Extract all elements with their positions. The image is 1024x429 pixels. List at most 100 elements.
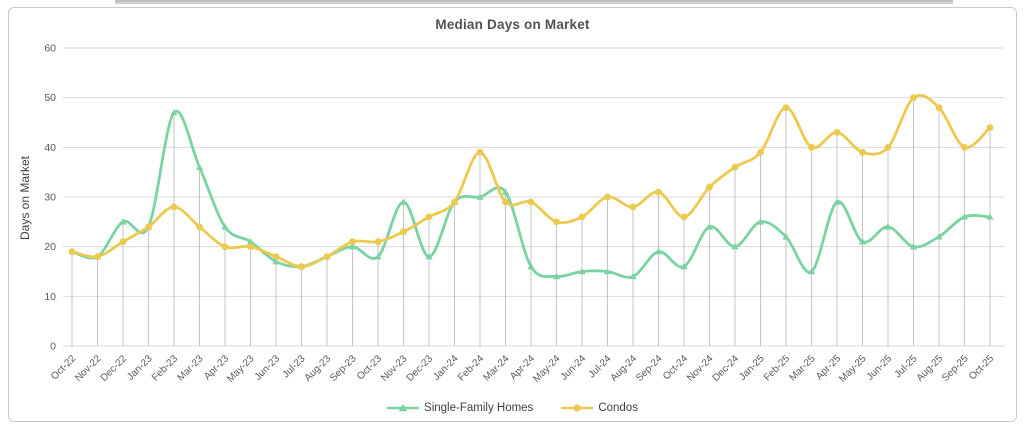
x-tick-label: Jun-24: [559, 353, 589, 383]
data-point-marker-single-family-homes: [629, 272, 637, 280]
y-tick-label: 60: [44, 43, 56, 55]
x-tick-label: Mar-24: [481, 353, 511, 383]
data-point-marker-single-family-homes: [705, 223, 714, 230]
data-point-marker-single-family-homes: [246, 238, 255, 245]
data-point-marker-single-family-homes: [782, 233, 790, 240]
data-point-marker-condos: [272, 253, 280, 260]
x-tick-label: Sep-24: [634, 353, 665, 384]
data-point-marker-single-family-homes: [119, 218, 127, 225]
x-tick-label: Jun-25: [865, 353, 895, 383]
data-point-marker-condos: [247, 243, 254, 251]
x-tick-label: Aug-24: [609, 353, 640, 384]
chart-legend: Single-Family Homes Condos: [9, 402, 1016, 414]
x-tick-label: Mar-23: [175, 353, 205, 383]
y-tick-label: 0: [50, 341, 56, 353]
chart-card: 0 10 20 30 40 50 60 Oct-22 Nov-22 Dec-22 Jan-23 Feb…: [8, 7, 1017, 422]
data-point-marker-condos: [451, 198, 458, 206]
data-point-marker-condos: [502, 198, 509, 206]
x-tick-label: Mar-25: [787, 353, 817, 383]
data-point-marker-single-family-homes: [960, 213, 969, 220]
data-point-marker-single-family-homes: [578, 267, 586, 275]
y-tick-label: 20: [44, 241, 56, 253]
data-point-marker-single-family-homes: [935, 233, 943, 240]
legend-label-condos: Condos: [598, 402, 638, 414]
data-point-marker-single-family-homes: [680, 262, 688, 270]
data-point-marker-single-family-homes: [374, 253, 382, 260]
y-tick-label: 50: [44, 92, 56, 104]
data-point-marker-condos: [94, 253, 101, 260]
data-point-marker-condos: [145, 223, 152, 231]
x-tick-label: Feb-23: [150, 353, 180, 383]
chart-title: Median Days on Market: [435, 17, 590, 32]
x-tick-label: Nov-24: [685, 353, 716, 384]
x-tick-label: Nov-23: [379, 353, 410, 384]
x-tick-label: Sep-25: [940, 353, 971, 384]
x-tick-label: Feb-25: [762, 353, 792, 383]
data-point-marker-single-family-homes: [272, 257, 280, 265]
data-point-marker-single-family-homes: [986, 213, 994, 220]
data-point-marker-condos: [655, 188, 662, 196]
legend-swatch-triangle-icon: [387, 403, 420, 412]
data-point-marker-condos: [170, 203, 178, 211]
data-point-marker-single-family-homes: [833, 198, 841, 205]
data-point-marker-single-family-homes: [527, 262, 535, 270]
data-point-marker-condos: [706, 183, 713, 191]
data-point-marker-condos: [553, 218, 560, 226]
data-point-marker-single-family-homes: [756, 218, 765, 225]
x-tick-label: Aug-25: [915, 353, 946, 384]
data-point-marker-condos: [604, 193, 611, 201]
x-tick-label: Nov-22: [73, 353, 104, 384]
data-point-marker-condos: [986, 124, 994, 131]
y-axis-title: Days on Market: [18, 155, 32, 241]
legend-item-single-family-homes: Single-Family Homes: [387, 402, 533, 414]
data-point-marker-single-family-homes: [807, 267, 816, 275]
data-point-marker-single-family-homes: [221, 223, 229, 230]
top-edge-artifact: [115, 0, 953, 4]
data-point-marker-single-family-homes: [731, 243, 739, 250]
data-point-marker-single-family-homes: [603, 267, 612, 275]
x-tick-label: Aug-23: [303, 353, 334, 384]
data-point-marker-condos: [859, 148, 866, 156]
data-point-marker-condos: [757, 148, 764, 156]
y-tick-label: 40: [44, 142, 56, 154]
data-point-marker-single-family-homes: [476, 193, 484, 200]
data-point-marker-condos: [935, 104, 943, 111]
data-point-marker-single-family-homes: [552, 272, 561, 280]
data-point-marker-condos: [910, 94, 917, 102]
x-tick-label: May-23: [225, 353, 257, 385]
x-tick-label: Oct-25: [967, 353, 996, 382]
data-point-marker-single-family-homes: [170, 108, 178, 116]
data-point-marker-single-family-homes: [195, 163, 204, 170]
x-tick-label: Dec-24: [711, 353, 742, 384]
x-tick-label: Jan-25: [737, 353, 767, 383]
x-tick-label: May-25: [837, 353, 869, 385]
data-point-marker-condos: [425, 213, 433, 221]
data-point-marker-single-family-homes: [909, 243, 918, 250]
data-point-marker-single-family-homes: [654, 248, 663, 255]
data-point-marker-condos: [629, 203, 637, 211]
data-point-marker-condos: [323, 253, 331, 260]
y-tick-label: 10: [44, 291, 56, 303]
data-point-marker-condos: [119, 238, 127, 246]
data-point-marker-condos: [680, 213, 688, 221]
legend-item-condos: Condos: [561, 402, 638, 414]
data-point-marker-single-family-homes: [399, 198, 408, 205]
data-point-marker-single-family-homes: [348, 243, 357, 250]
data-point-marker-condos: [527, 198, 535, 206]
data-point-marker-condos: [400, 228, 407, 236]
x-tick-label: Jun-23: [253, 353, 283, 383]
data-point-marker-condos: [476, 148, 484, 156]
x-tick-label: Dec-22: [99, 353, 130, 384]
data-point-marker-condos: [782, 104, 790, 111]
data-point-marker-single-family-homes: [425, 253, 433, 260]
data-point-marker-condos: [68, 248, 76, 256]
data-point-marker-condos: [833, 129, 841, 136]
legend-label-single-family-homes: Single-Family Homes: [424, 402, 534, 414]
data-point-marker-condos: [808, 143, 815, 151]
data-point-marker-single-family-homes: [884, 223, 892, 230]
data-point-marker-condos: [961, 143, 968, 151]
x-tick-label: Jan-24: [431, 353, 461, 383]
data-point-marker-condos: [221, 243, 229, 251]
data-point-marker-single-family-homes: [858, 238, 867, 245]
x-tick-label: Sep-23: [328, 353, 359, 384]
